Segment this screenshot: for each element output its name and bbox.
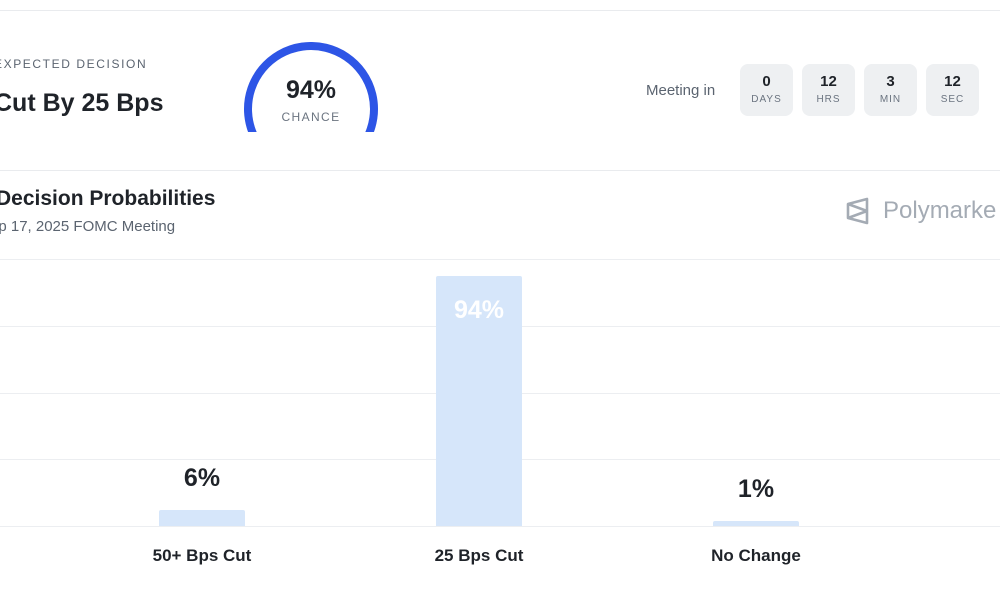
countdown-days-unit: DAYS bbox=[751, 94, 782, 105]
polymarket-logo-icon bbox=[845, 196, 871, 226]
expected-decision-value: Cut By 25 Bps bbox=[0, 89, 164, 117]
countdown-minutes: 3 MIN bbox=[864, 64, 917, 116]
gauge-arc bbox=[244, 42, 378, 132]
chart-bar-value-label: 1% bbox=[737, 475, 775, 503]
chart-bar bbox=[159, 510, 245, 526]
chart-bar bbox=[436, 275, 522, 526]
chart-gridline bbox=[0, 259, 1000, 260]
expected-decision-kicker: EXPECTED DECISION bbox=[0, 57, 148, 71]
polymarket-brand-name: Polymarke bbox=[883, 197, 997, 224]
countdown-hours-unit: HRS bbox=[816, 94, 841, 105]
section-divider bbox=[0, 170, 1000, 171]
countdown-days-value: 0 bbox=[762, 73, 771, 90]
top-divider bbox=[0, 10, 1000, 11]
countdown-seconds: 12 SEC bbox=[926, 64, 979, 116]
chart-category-label: No Change bbox=[711, 546, 801, 565]
gauge-caption: CHANCE bbox=[281, 110, 341, 124]
countdown-minutes-unit: MIN bbox=[879, 94, 902, 105]
gauge-fill bbox=[244, 42, 378, 132]
polymarket-brand[interactable]: Polymarke bbox=[845, 195, 996, 227]
chart-bar-value-label: 94% bbox=[453, 295, 505, 324]
countdown-seconds-unit: SEC bbox=[940, 94, 965, 105]
countdown-hours: 12 HRS bbox=[802, 64, 855, 116]
countdown-minutes-value: 3 bbox=[886, 73, 895, 90]
chart-baseline bbox=[0, 526, 1000, 527]
gauge-value: 94% bbox=[285, 76, 337, 104]
chart-category-label: 50+ Bps Cut bbox=[152, 546, 252, 565]
chart-bar bbox=[713, 521, 799, 526]
section-subtitle: ep 17, 2025 FOMC Meeting bbox=[0, 218, 176, 235]
probability-gauge: 94% CHANCE bbox=[236, 42, 386, 132]
meeting-countdown-label: Meeting in bbox=[646, 82, 716, 99]
section-title: Decision Probabilities bbox=[0, 187, 216, 210]
countdown-days: 0 DAYS bbox=[740, 64, 793, 116]
chart-category-label: 25 Bps Cut bbox=[434, 546, 524, 565]
countdown-hours-value: 12 bbox=[820, 73, 837, 90]
chart-bar-value-label: 6% bbox=[183, 464, 221, 493]
countdown-seconds-value: 12 bbox=[944, 73, 961, 90]
